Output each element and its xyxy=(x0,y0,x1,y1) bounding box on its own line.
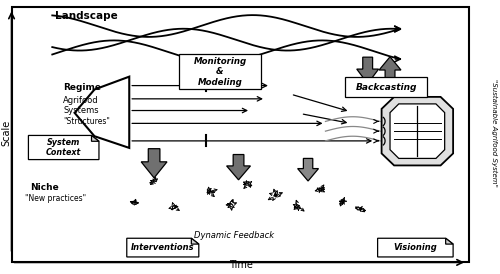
Bar xyxy=(346,77,428,97)
Text: Time: Time xyxy=(229,260,253,270)
Text: Agrifood: Agrifood xyxy=(63,96,99,104)
Polygon shape xyxy=(378,238,453,257)
Text: Regime: Regime xyxy=(63,83,101,92)
Text: Dynamic Feedback: Dynamic Feedback xyxy=(194,231,274,240)
Text: Systems: Systems xyxy=(63,106,99,115)
Polygon shape xyxy=(356,57,378,84)
Text: Landscape: Landscape xyxy=(54,11,118,21)
Polygon shape xyxy=(28,135,99,159)
Text: "Sustainable Agrifood System": "Sustainable Agrifood System" xyxy=(492,79,498,187)
Bar xyxy=(179,55,261,90)
Polygon shape xyxy=(226,155,250,180)
Polygon shape xyxy=(127,238,199,257)
Polygon shape xyxy=(446,238,453,244)
Polygon shape xyxy=(382,97,453,165)
Polygon shape xyxy=(379,57,401,83)
Text: "Structures": "Structures" xyxy=(63,117,110,126)
Text: Monitoring
&
Modeling: Monitoring & Modeling xyxy=(194,57,246,87)
Polygon shape xyxy=(92,135,99,141)
Text: Visioning: Visioning xyxy=(394,243,437,252)
Text: "New practices": "New practices" xyxy=(25,194,86,203)
Polygon shape xyxy=(141,149,167,178)
Text: System
Context: System Context xyxy=(46,138,82,157)
Text: Interventions: Interventions xyxy=(131,243,194,252)
Polygon shape xyxy=(192,238,199,244)
Polygon shape xyxy=(298,158,318,181)
Text: Backcasting: Backcasting xyxy=(356,83,417,92)
Text: Scale: Scale xyxy=(2,120,12,146)
Text: Niche: Niche xyxy=(30,183,58,192)
Polygon shape xyxy=(390,104,444,158)
